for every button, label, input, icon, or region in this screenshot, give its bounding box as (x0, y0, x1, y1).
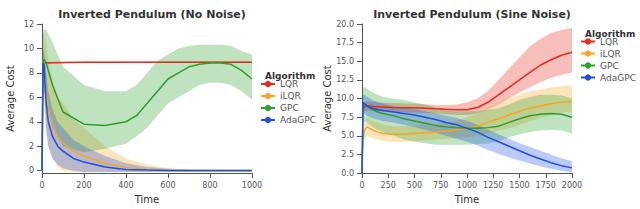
svg-text:7.5: 7.5 (341, 113, 354, 122)
svg-text:iLQR: iLQR (600, 49, 621, 59)
svg-text:5.0: 5.0 (341, 131, 354, 140)
svg-text:Algorithm: Algorithm (585, 29, 635, 39)
svg-text:LQR: LQR (600, 36, 619, 47)
svg-text:GPC: GPC (600, 61, 619, 71)
svg-text:10: 10 (24, 44, 34, 53)
svg-text:8: 8 (29, 68, 34, 77)
svg-text:1000: 1000 (242, 181, 262, 190)
svg-text:Average Cost: Average Cost (5, 65, 16, 132)
svg-text:Average Cost: Average Cost (322, 65, 333, 132)
svg-text:Inverted Pendulum (No Noise): Inverted Pendulum (No Noise) (58, 8, 246, 21)
svg-text:250: 250 (381, 181, 396, 190)
svg-text:iLQR: iLQR (280, 91, 301, 101)
svg-text:200: 200 (76, 181, 91, 190)
svg-text:20.0: 20.0 (336, 20, 354, 29)
svg-text:AdaGPC: AdaGPC (600, 73, 636, 83)
svg-text:17.5: 17.5 (336, 38, 354, 47)
svg-text:15.0: 15.0 (336, 57, 354, 66)
svg-text:6: 6 (29, 93, 34, 102)
svg-text:AdaGPC: AdaGPC (280, 115, 316, 125)
svg-text:Time: Time (134, 194, 159, 205)
svg-text:12: 12 (24, 20, 34, 29)
svg-text:Time: Time (454, 194, 479, 205)
svg-text:2000: 2000 (562, 181, 582, 190)
svg-text:1500: 1500 (509, 181, 529, 190)
svg-text:0.0: 0.0 (341, 169, 354, 178)
svg-text:600: 600 (160, 181, 175, 190)
svg-text:12.5: 12.5 (336, 75, 354, 84)
svg-text:2.5: 2.5 (341, 150, 354, 159)
svg-text:750: 750 (433, 181, 448, 190)
svg-text:0: 0 (359, 181, 364, 190)
svg-text:10.0: 10.0 (336, 94, 354, 103)
svg-text:0: 0 (39, 181, 44, 190)
svg-text:1250: 1250 (483, 181, 503, 190)
svg-text:2: 2 (29, 142, 34, 151)
svg-text:Algorithm: Algorithm (265, 71, 315, 81)
svg-text:500: 500 (407, 181, 422, 190)
svg-text:Inverted Pendulum (Sine Noise): Inverted Pendulum (Sine Noise) (373, 8, 571, 21)
svg-text:400: 400 (118, 181, 133, 190)
svg-text:800: 800 (202, 181, 217, 190)
svg-text:GPC: GPC (280, 103, 299, 113)
svg-text:4: 4 (29, 117, 34, 126)
svg-text:1000: 1000 (457, 181, 477, 190)
svg-text:LQR: LQR (280, 79, 299, 89)
svg-text:1750: 1750 (536, 181, 556, 190)
svg-text:0: 0 (29, 166, 34, 175)
